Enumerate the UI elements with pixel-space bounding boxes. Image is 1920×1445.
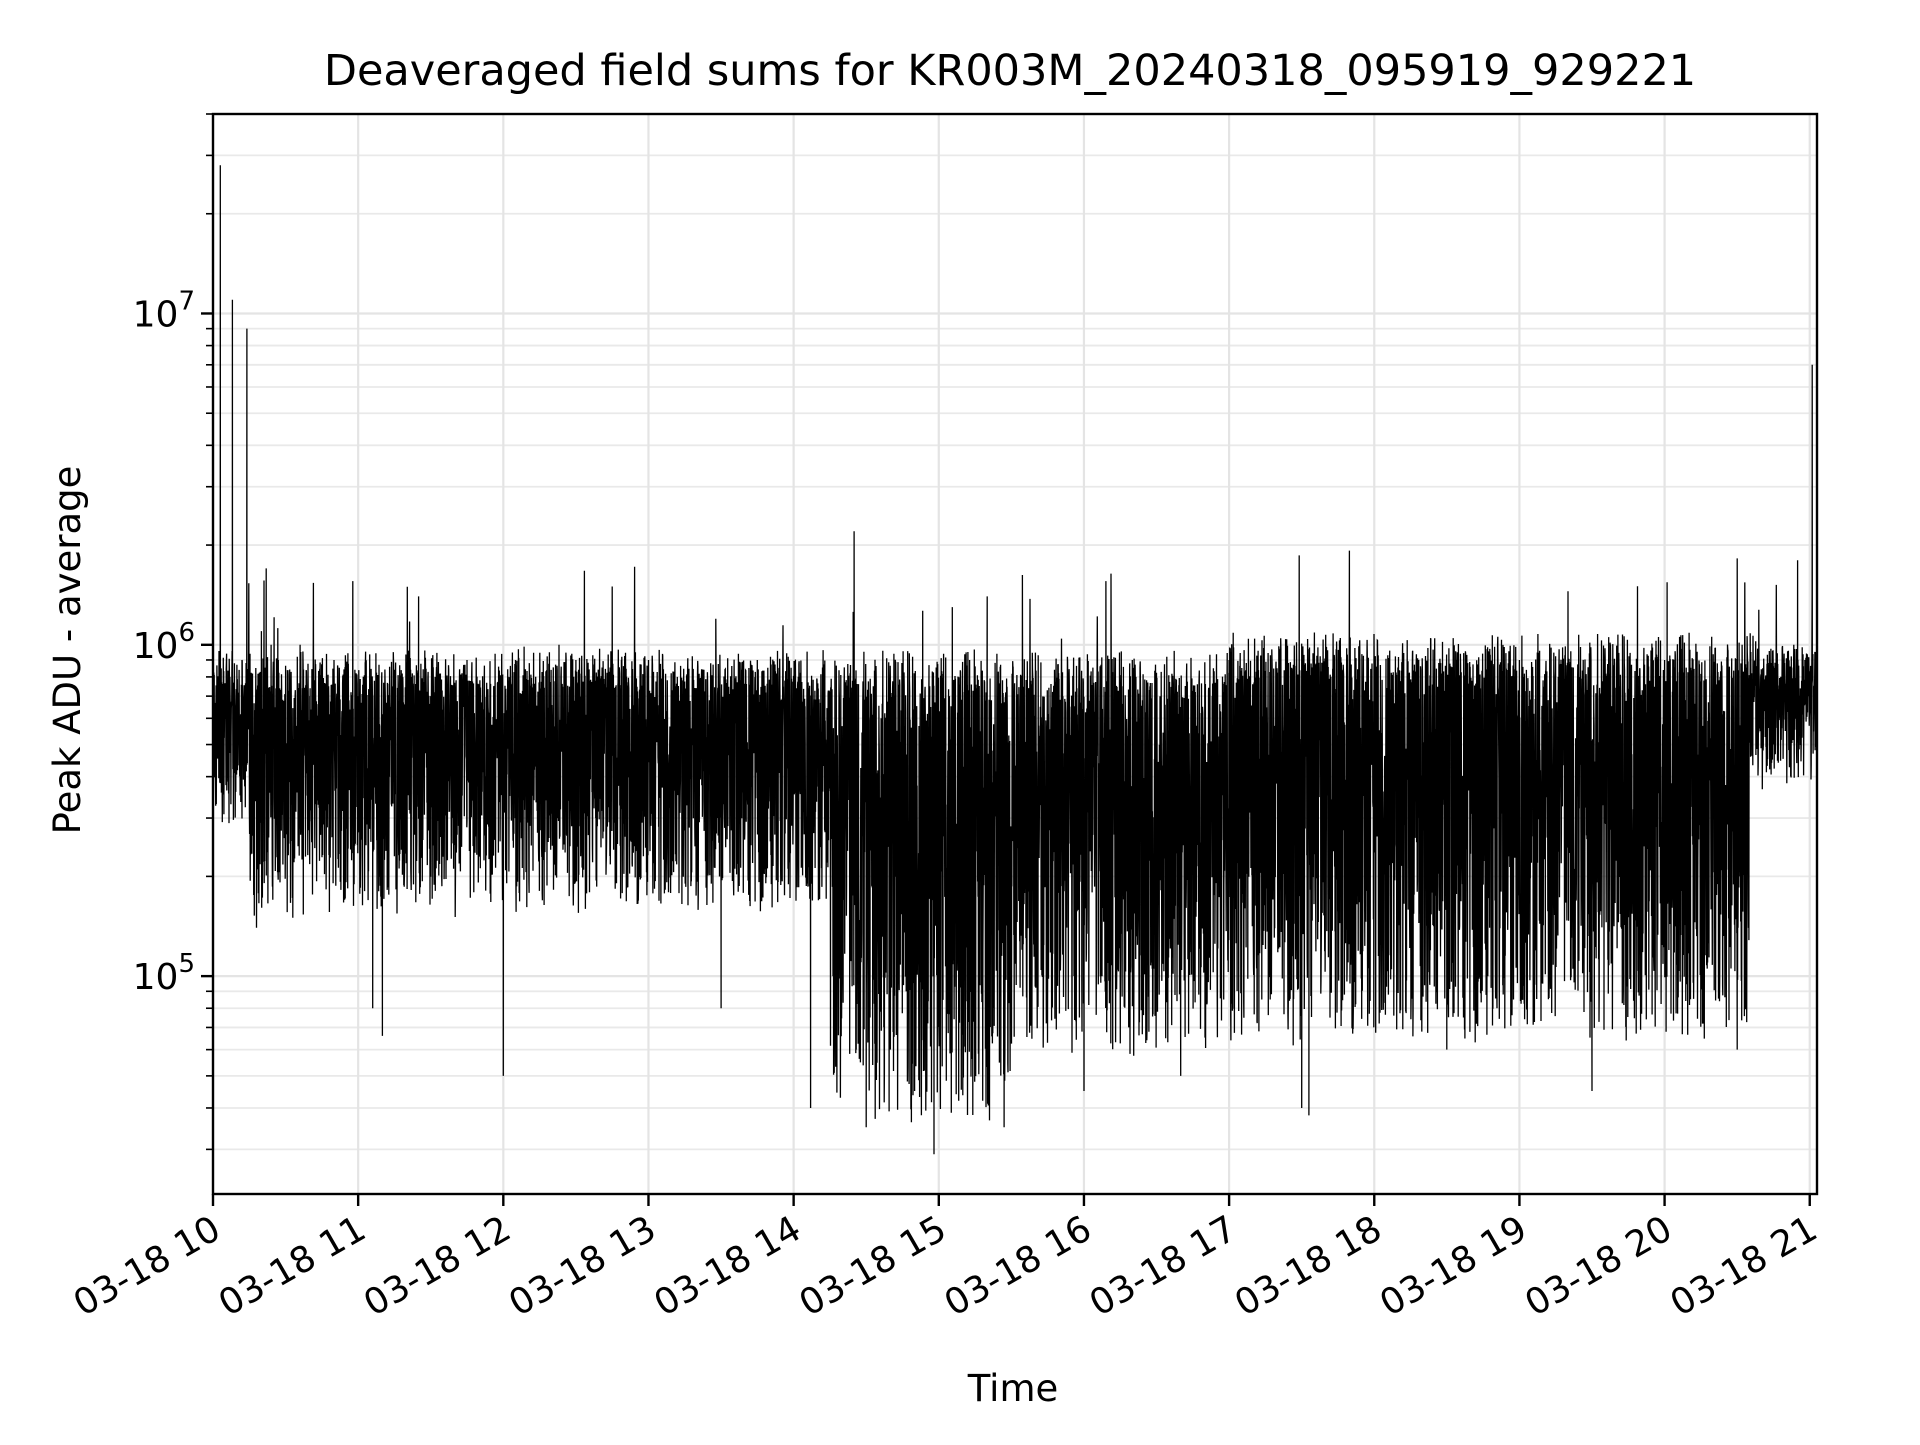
x-tick-label: 03-18 16 (938, 1208, 1099, 1324)
x-tick-label: 03-18 14 (647, 1208, 808, 1324)
grid (211, 113, 1817, 1194)
x-tick-label: 03-18 12 (357, 1208, 518, 1324)
x-tick-label: 03-18 17 (1083, 1208, 1244, 1324)
y-tick-label: 107 (133, 286, 195, 335)
x-tick-label: 03-18 13 (502, 1208, 663, 1324)
x-tick-label: 03-18 15 (793, 1208, 954, 1324)
chart-title: Deaveraged field sums for KR003M_2024031… (324, 46, 1696, 96)
y-tick-label: 105 (133, 949, 195, 998)
y-tick-label: 106 (133, 618, 195, 667)
x-tick-label: 03-18 21 (1664, 1208, 1825, 1324)
x-tick-label: 03-18 10 (67, 1208, 228, 1324)
x-tick-label: 03-18 19 (1373, 1208, 1534, 1324)
x-tick-label: 03-18 20 (1518, 1208, 1679, 1324)
plot-frame (211, 112, 1819, 1196)
y-axis-label: Peak ADU - average (46, 466, 89, 835)
series-line (212, 165, 1818, 1155)
x-tick-label: 03-18 18 (1228, 1208, 1389, 1324)
x-tick-label: 03-18 11 (212, 1208, 373, 1324)
y-axis: 105 106 107 (133, 113, 213, 1151)
x-axis-label: Time (967, 1367, 1059, 1410)
